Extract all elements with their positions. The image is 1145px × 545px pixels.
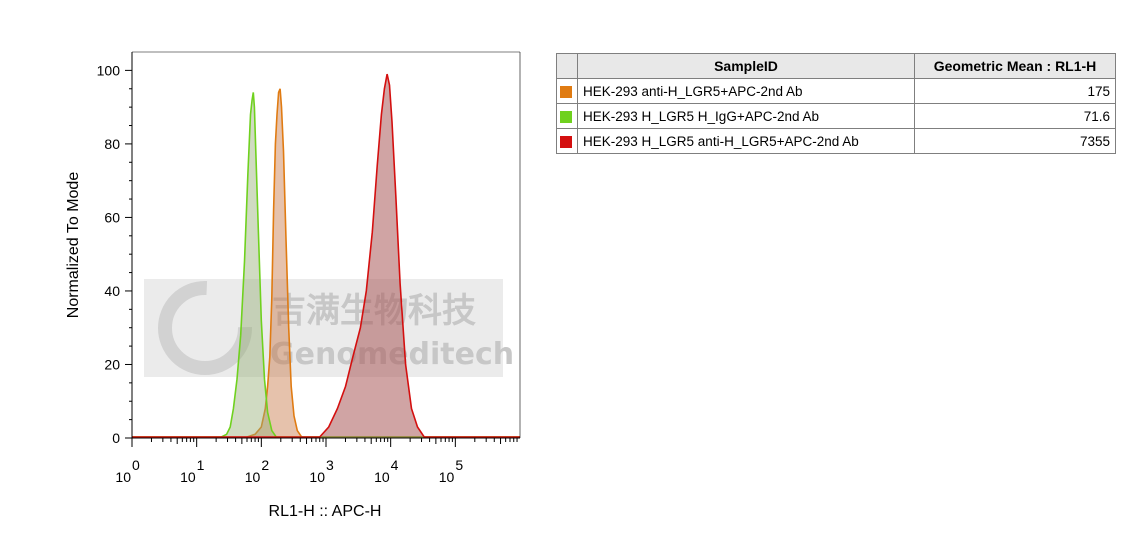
x-tick-base: 10 [115,469,131,485]
series-line-3 [132,73,520,438]
y-tick-label: 0 [112,430,120,446]
series-area-1 [247,88,302,439]
y-tick-label: 60 [104,209,120,225]
x-tick-label: 100 [115,457,140,485]
x-tick-base: 10 [439,469,455,485]
x-tick-exponent: 0 [132,457,140,473]
legend-swatch-cell [556,103,578,129]
watermark-logo [158,281,252,375]
legend-sample-id: HEK-293 anti-H_LGR5+APC-2nd Ab [577,78,915,104]
series-layer [132,73,520,439]
y-tick-label: 100 [97,62,121,78]
y-tick-label: 80 [104,136,120,152]
series-line-2 [132,92,520,438]
legend-row: HEK-293 H_LGR5 H_IgG+APC-2nd Ab 71.6 [556,103,1116,129]
legend-swatch [560,135,572,148]
legend-row: HEK-293 H_LGR5 anti-H_LGR5+APC-2nd Ab 73… [556,128,1116,154]
x-tick-exponent: 4 [391,457,399,473]
x-tick-exponent: 3 [326,457,334,473]
legend-geometric-mean: 175 [914,78,1116,104]
x-tick-label: 104 [374,457,399,485]
series-line-1 [132,88,520,438]
legend-swatch [560,110,572,123]
legend-swatch-cell [556,78,578,104]
x-tick-label: 101 [180,457,205,485]
legend-swatch-cell [556,128,578,154]
x-tick-exponent: 1 [197,457,205,473]
legend-swatch [560,85,572,98]
legend-sample-id: HEK-293 H_LGR5 H_IgG+APC-2nd Ab [577,103,915,129]
x-tick-exponent: 2 [261,457,269,473]
x-tick-label: 105 [439,457,464,485]
legend-geometric-mean: 71.6 [914,103,1116,129]
legend-geometric-mean: 7355 [914,128,1116,154]
legend-header-row: SampleID Geometric Mean : RL1-H [556,53,1116,79]
x-tick-base: 10 [374,469,390,485]
legend-header-mean: Geometric Mean : RL1-H [914,53,1116,79]
y-tick-label: 20 [104,356,120,372]
y-tick-label: 40 [104,283,120,299]
watermark-band [144,279,503,377]
sample-legend-table: SampleID Geometric Mean : RL1-H HEK-293 … [556,53,1116,154]
legend-header-swatch [556,53,578,79]
y-axis-label: Normalized To Mode [65,172,82,319]
x-tick-exponent: 5 [455,457,463,473]
x-tick-base: 10 [309,469,325,485]
series-area-3 [319,74,425,438]
x-axis-label: RL1-H :: APC-H [269,503,382,520]
y-axis-ticks: 0 20 40 60 80 100 [97,62,132,446]
x-tick-label: 103 [309,457,334,485]
legend-header-sample: SampleID [577,53,915,79]
x-tick-base: 10 [245,469,261,485]
legend-sample-id: HEK-293 H_LGR5 anti-H_LGR5+APC-2nd Ab [577,128,915,154]
x-tick-label: 102 [245,457,270,485]
x-tick-base: 10 [180,469,196,485]
legend-row: HEK-293 anti-H_LGR5+APC-2nd Ab 175 [556,78,1116,104]
